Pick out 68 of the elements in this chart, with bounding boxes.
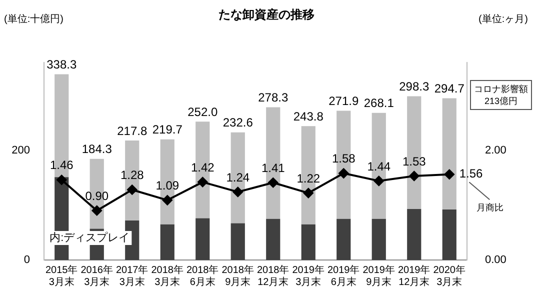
text: (単位:ヶ月) bbox=[478, 12, 528, 25]
point bbox=[268, 178, 278, 188]
x-tick-label: 2017年 3月末 bbox=[116, 264, 148, 288]
text: (単位:十億円) bbox=[4, 12, 64, 25]
x-tick-label: 2019年 9月末 bbox=[362, 264, 395, 288]
bar bbox=[442, 210, 456, 260]
x-tick-label: 2019年 12月末 bbox=[398, 264, 430, 288]
data-label: 1.41 bbox=[261, 160, 286, 175]
x-tick-label: 2019年 3月末 bbox=[292, 264, 324, 288]
bar bbox=[442, 98, 456, 210]
data-label: 1.53 bbox=[402, 154, 426, 168]
data-label: 1.42 bbox=[190, 160, 215, 174]
x-tick-label: 2018年 9月末 bbox=[222, 264, 254, 288]
x-tick-label: 2018年 6月末 bbox=[186, 264, 219, 288]
point bbox=[92, 206, 102, 216]
bar bbox=[196, 218, 210, 260]
y-tick-label: 200 bbox=[12, 144, 30, 156]
x-tick-label: 2015年 3月末 bbox=[46, 264, 78, 288]
x-tick-label: 2018年 12月末 bbox=[257, 264, 290, 288]
data-label: 1.09 bbox=[156, 178, 180, 192]
total-label: 232.6 bbox=[222, 116, 254, 130]
bar bbox=[336, 218, 351, 260]
bar bbox=[301, 224, 316, 260]
chart-title: たな卸資産の推移 bbox=[218, 8, 314, 22]
x-tick-label: 2020年 3月末 bbox=[433, 264, 466, 288]
point bbox=[56, 174, 67, 185]
total-label: 184.3 bbox=[82, 142, 112, 156]
y2-tick-label: 2.00 bbox=[485, 144, 506, 156]
data-label: 1.58 bbox=[332, 152, 356, 166]
data-label: 1.56 bbox=[459, 166, 484, 181]
total-label: 338.3 bbox=[46, 58, 77, 72]
total-label: 294.7 bbox=[434, 82, 465, 96]
point bbox=[232, 186, 243, 197]
bar bbox=[372, 218, 386, 260]
annotation: 内:ディスプレイ bbox=[50, 231, 130, 244]
data-label: 0.90 bbox=[85, 188, 109, 203]
y2-tick-label: 0.00 bbox=[485, 254, 506, 266]
total-label: 219.7 bbox=[152, 122, 183, 137]
total-label: 217.8 bbox=[117, 124, 148, 138]
total-label: 298.3 bbox=[399, 80, 430, 94]
text: コロナ影響額 213億円 bbox=[470, 80, 532, 110]
x-tick-label: 2019年 6月末 bbox=[328, 264, 360, 288]
point bbox=[198, 177, 208, 188]
bar bbox=[407, 208, 422, 260]
bar bbox=[230, 223, 245, 260]
total-label: 271.9 bbox=[328, 94, 359, 108]
x-tick-label: 2016年 3月末 bbox=[80, 264, 113, 288]
x-tick-label: 2018年 3月末 bbox=[151, 264, 184, 288]
data-label: 1.28 bbox=[120, 168, 144, 182]
total-label: 252.0 bbox=[188, 104, 218, 119]
point bbox=[409, 171, 420, 182]
bar bbox=[160, 224, 174, 260]
y-tick-label: 0 bbox=[24, 254, 30, 266]
data-label: 1.22 bbox=[296, 171, 320, 186]
point bbox=[374, 176, 384, 186]
total-label: 278.3 bbox=[258, 90, 288, 105]
point bbox=[303, 188, 314, 198]
text: 月商比 bbox=[476, 202, 504, 212]
point bbox=[127, 184, 138, 195]
total-label: 268.1 bbox=[364, 96, 394, 110]
point bbox=[162, 195, 172, 206]
point bbox=[338, 168, 349, 178]
data-label: 1.46 bbox=[50, 158, 74, 172]
point bbox=[444, 169, 454, 180]
bar bbox=[266, 218, 280, 260]
data-label: 1.44 bbox=[367, 159, 391, 174]
total-label: 243.8 bbox=[293, 109, 324, 124]
data-label: 1.24 bbox=[226, 170, 250, 184]
